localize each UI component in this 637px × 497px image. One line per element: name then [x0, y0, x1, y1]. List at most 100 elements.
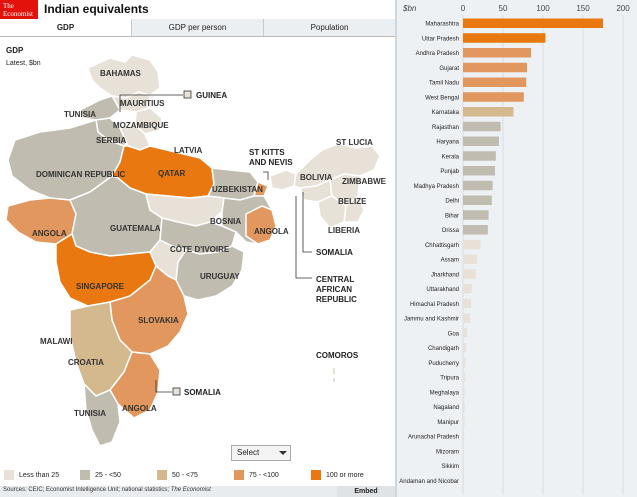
bar-jammu-and-kashmir[interactable] [463, 313, 471, 324]
region-label: LIBERIA [328, 226, 360, 235]
map-subtitle: Latest, $bn [6, 60, 41, 67]
bar-bihar[interactable] [463, 210, 489, 220]
bar-madhya-pradesh[interactable] [463, 180, 493, 191]
bar-delhi[interactable] [463, 195, 492, 206]
bar-nagaland[interactable] [463, 402, 465, 412]
bar-himachal-pradesh[interactable] [463, 298, 471, 309]
x-tick-label: 100 [536, 4, 550, 13]
india-map[interactable]: BAHAMAS MAURITIUS TUNISIA MOZAMBIQUE SER… [0, 40, 395, 468]
bar-tamil-nadu[interactable] [463, 77, 527, 88]
category-label: Jharkhand [431, 272, 459, 278]
region-label: LATVIA [174, 146, 203, 155]
bar-uttarakhand[interactable] [463, 284, 472, 294]
state-region[interactable] [78, 95, 121, 121]
state-region[interactable] [145, 193, 225, 227]
legend-swatch [4, 470, 14, 480]
state-region[interactable] [343, 194, 365, 223]
region-label: MOZAMBIQUE [113, 121, 169, 130]
bar-haryana[interactable] [463, 136, 499, 147]
panel-divider [395, 0, 397, 497]
state-select[interactable]: Select [231, 445, 291, 461]
x-tick-label: 50 [499, 4, 508, 13]
bar-goa[interactable] [463, 328, 467, 338]
legend-label: 100 or more [326, 472, 364, 479]
bar-arunachal-pradesh[interactable] [463, 431, 465, 442]
category-label: West Bengal [425, 95, 459, 101]
callout-label: COMOROS [316, 351, 359, 360]
category-label: Tamil Nadu [429, 81, 459, 87]
bar-orissa[interactable] [463, 225, 488, 235]
legend-item: 50 - <75 [157, 470, 198, 481]
bar-maharashtra[interactable] [463, 18, 603, 29]
region-label: URUGUAY [200, 272, 240, 281]
tab-gdp-per-person[interactable]: GDP per person [131, 19, 263, 36]
category-label: Andaman and Nicobar [399, 479, 459, 485]
bar-west-bengal[interactable] [463, 92, 524, 102]
chevron-down-icon [279, 451, 287, 455]
state-region[interactable] [83, 382, 121, 447]
region-label: GUATEMALA [110, 224, 161, 233]
region-label: CROATIA [68, 358, 104, 367]
region-label: SLOVAKIA [138, 316, 179, 325]
category-label: Himachal Pradesh [410, 302, 459, 308]
legend-item: 25 - <50 [80, 470, 121, 481]
region-label: MAURITIUS [120, 99, 165, 108]
bar-manipur[interactable] [463, 416, 465, 427]
bar-chandigarh[interactable] [463, 343, 467, 353]
category-label: Madhya Pradesh [414, 184, 459, 190]
category-label: Orissa [442, 228, 460, 234]
legend-swatch [80, 470, 90, 480]
bar-assam[interactable] [463, 254, 478, 265]
bar-gujarat[interactable] [463, 62, 527, 73]
embed-button[interactable]: Embed [337, 486, 395, 497]
callout-line [119, 94, 183, 112]
region-label: SINGAPORE [76, 282, 125, 291]
category-label: Nagaland [433, 405, 459, 411]
tab-gdp[interactable]: GDP [0, 19, 131, 36]
economist-logo: The Economist [0, 0, 38, 19]
legend-swatch [311, 470, 321, 480]
region-label: TUNISIA [74, 409, 106, 418]
bar-rajasthan[interactable] [463, 121, 501, 132]
legend-label: 75 - <100 [249, 472, 279, 479]
bar-karnataka[interactable] [463, 107, 514, 117]
category-label: Assam [441, 258, 459, 264]
region-label: CÔTE D'IVOIRE [170, 245, 230, 254]
bar-andaman-and-nicobar[interactable] [463, 475, 464, 486]
bar-puducherry[interactable] [463, 357, 466, 368]
state-region[interactable] [87, 54, 161, 99]
category-label: Andhra Pradesh [416, 51, 459, 57]
state-region[interactable] [110, 91, 151, 113]
page-title: Indian equivalents [44, 2, 149, 16]
bar-punjab[interactable] [463, 166, 495, 176]
region-label: BOSNIA [210, 217, 241, 226]
category-label: Meghalaya [430, 390, 460, 396]
bar-mizoram[interactable] [463, 446, 464, 456]
bar-andhra-pradesh[interactable] [463, 48, 531, 58]
region-label: SERBIA [96, 136, 126, 145]
state-region[interactable] [245, 205, 277, 245]
state-region[interactable] [206, 167, 259, 201]
bar-kerala[interactable] [463, 151, 496, 161]
bar-meghalaya[interactable] [463, 387, 465, 397]
callout-label: REPUBLIC [316, 295, 357, 304]
callout-label: CENTRAL [316, 275, 354, 284]
legend-swatch [157, 470, 167, 480]
logo-line1: The [3, 2, 14, 10]
bar-chart-panel: $bn 0 50 100 150 200 Maharashtra Uttar Prades… [397, 0, 637, 497]
category-label: Tripura [440, 376, 459, 382]
callout-line [263, 171, 269, 180]
bar-chart: $bn 0 50 100 150 200 Maharashtra Uttar Prades… [399, 4, 630, 495]
category-label: Maharashtra [425, 22, 459, 28]
legend-label: Less than 25 [19, 472, 60, 479]
bar-uttar-pradesh[interactable] [463, 33, 546, 43]
bar-tripura[interactable] [463, 372, 466, 383]
legend-item: 75 - <100 [234, 470, 279, 481]
x-tick-label: 0 [461, 4, 466, 13]
logo-line2: Economist [3, 10, 33, 18]
bar-sikkim[interactable] [463, 461, 464, 471]
state-region[interactable] [269, 169, 297, 191]
tab-population[interactable]: Population [263, 19, 395, 36]
bar-chhattisgarh[interactable] [463, 239, 481, 250]
bar-jharkhand[interactable] [463, 269, 476, 279]
